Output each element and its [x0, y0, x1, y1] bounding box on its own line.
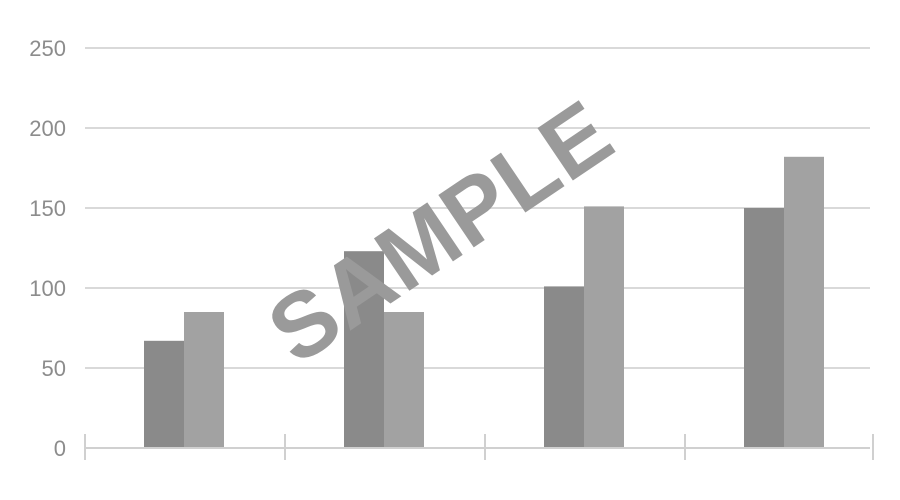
y-tick-label: 250 — [29, 36, 66, 61]
y-tick-label: 0 — [54, 436, 66, 461]
y-tick-label: 100 — [29, 276, 66, 301]
bar-series-2-category-1 — [184, 312, 224, 448]
gridlines — [85, 47, 870, 369]
bar-series-2-category-4 — [784, 156, 824, 449]
bar-series-2-category-3 — [584, 206, 624, 448]
bars — [144, 156, 824, 449]
bar-series-1-category-2 — [344, 251, 384, 448]
x-axis — [84, 434, 874, 460]
y-tick-label: 200 — [29, 116, 66, 141]
y-axis-tick-labels: 0 50 100 150 200 250 — [29, 36, 66, 461]
bar-series-2-category-2 — [384, 312, 424, 448]
bar-series-1-category-3 — [544, 286, 584, 448]
bar-series-1-category-4 — [744, 208, 784, 448]
bar-series-1-category-1 — [144, 340, 184, 448]
y-tick-label: 150 — [29, 196, 66, 221]
y-tick-label: 50 — [42, 356, 66, 381]
